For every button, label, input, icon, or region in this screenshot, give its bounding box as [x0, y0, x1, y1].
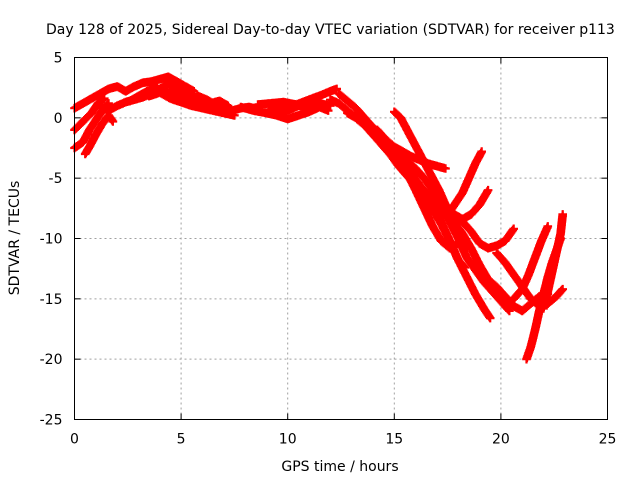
y-tick-label: -20	[40, 352, 63, 368]
data-series	[70, 72, 567, 364]
data-point	[100, 94, 109, 103]
y-tick-label: 0	[54, 111, 63, 127]
x-tick-label: 0	[70, 432, 79, 448]
series-track-24	[539, 210, 567, 313]
series-track-4	[70, 72, 199, 113]
data-point	[441, 164, 450, 173]
grid-lines	[74, 57, 608, 420]
series-track-7	[144, 88, 239, 120]
x-tick-label: 5	[177, 432, 186, 448]
y-tick-label: 5	[54, 51, 63, 67]
series-track-3	[80, 111, 118, 159]
y-tick-label: -10	[40, 232, 63, 248]
data-point	[477, 147, 486, 156]
data-point	[323, 106, 333, 115]
data-point	[104, 99, 113, 108]
x-tick-label: 25	[599, 432, 617, 448]
data-point	[543, 222, 553, 231]
data-point	[108, 117, 118, 126]
data-point	[509, 224, 518, 234]
series-track-18	[428, 198, 469, 272]
axis-ticks: 0 5 10 15 20 25 -25 -20 -15 -10 -5 0 5	[40, 51, 617, 448]
data-point	[230, 111, 239, 120]
series-track-19	[445, 147, 486, 217]
x-axis-label: GPS time / hours	[281, 459, 398, 475]
data-point	[483, 185, 493, 195]
y-tick-label: -5	[49, 171, 63, 187]
y-tick-label: -25	[40, 413, 63, 429]
data-point	[460, 263, 469, 272]
data-point	[485, 313, 495, 323]
chart-title: Day 128 of 2025, Sidereal Day-to-day VTE…	[46, 22, 615, 38]
data-point	[558, 210, 567, 219]
x-tick-label: 20	[492, 432, 510, 448]
x-tick-label: 10	[279, 432, 297, 448]
data-point	[505, 306, 514, 316]
series-track-6	[125, 83, 263, 115]
series-track-15	[372, 125, 450, 173]
series-track-20	[449, 210, 518, 253]
y-axis-label: SDTVAR / TECUs	[7, 181, 23, 296]
x-tick-label: 15	[385, 432, 403, 448]
series-track-10	[262, 102, 333, 124]
data-point	[332, 84, 341, 94]
y-tick-label: -15	[40, 292, 63, 308]
series-track-22	[509, 222, 553, 304]
series-track-9	[253, 84, 341, 109]
data-point	[558, 284, 567, 294]
series-track-1	[70, 94, 109, 135]
